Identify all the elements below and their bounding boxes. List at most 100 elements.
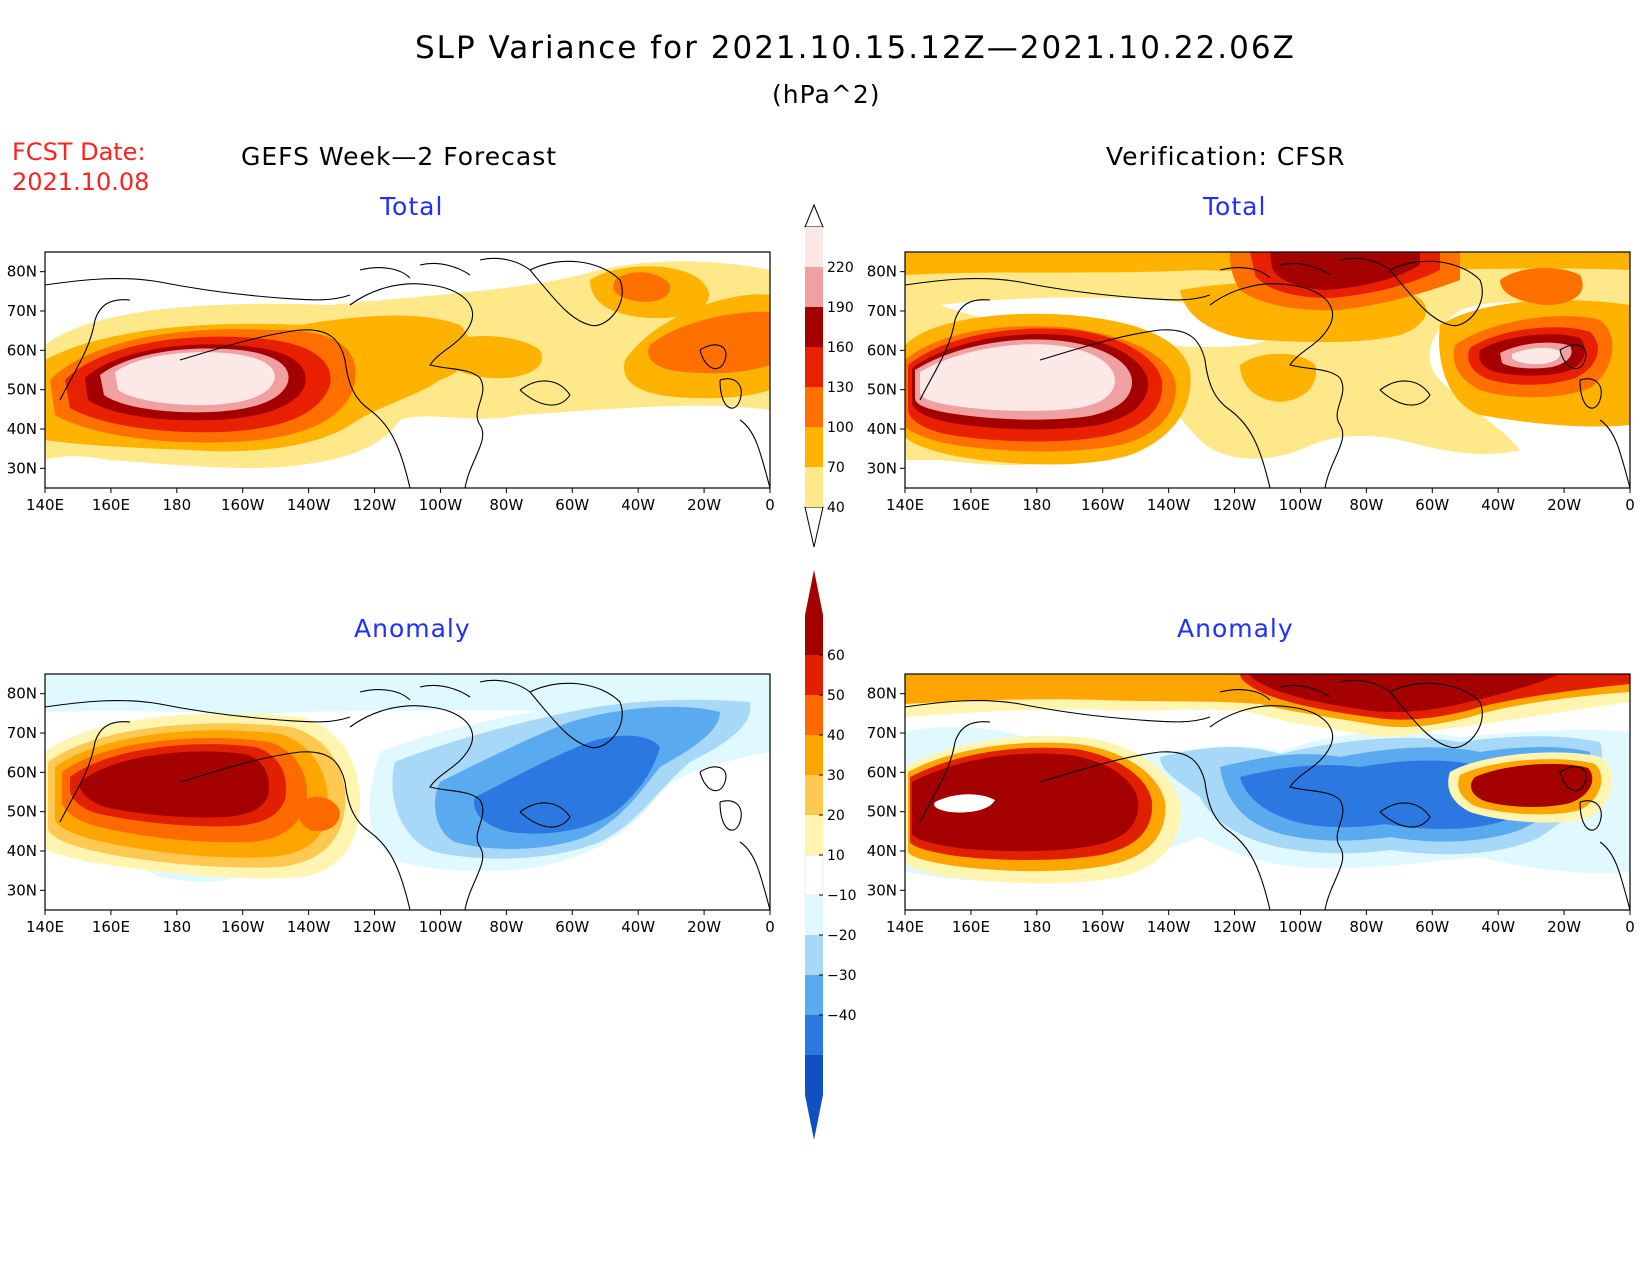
lat-tick-label: 80N [7, 263, 37, 281]
colorbar-swatch [805, 427, 823, 467]
page-title: SLP Variance for 2021.10.15.12Z—2021.10.… [415, 30, 1296, 66]
colorbar-bottom-tip [804, 506, 824, 548]
colorbar-level-label: −30 [827, 968, 857, 984]
lon-tick-label: 80W [1349, 918, 1383, 936]
lon-tick-label: 160E [952, 496, 990, 514]
colorbar-level-label: 220 [827, 260, 854, 276]
colorbar-level-label: 50 [827, 688, 845, 704]
lon-tick-label: 140E [26, 918, 64, 936]
lon-tick-label: 60W [1415, 918, 1449, 936]
shade-160-b [1270, 252, 1420, 290]
coastlines [45, 679, 770, 910]
longitude-labels: 140E 160E 180 160W 140W 120W 100W 80W 60W 40W 20W 0 [26, 496, 775, 514]
lon-tick-label: 60W [555, 918, 589, 936]
lon-tick-label: 40W [621, 918, 655, 936]
shade-pos60 [912, 753, 1139, 852]
lon-tick-label: 60W [1415, 496, 1449, 514]
colorbar-level-label: 160 [827, 340, 854, 356]
lat-tick-label: 50N [7, 381, 37, 399]
lat-tick-label: 50N [7, 803, 37, 821]
lat-tick-label: 70N [7, 302, 37, 320]
lon-tick-label: 120W [1213, 918, 1257, 936]
colorbar-level-label: 30 [827, 768, 845, 784]
lat-tick-label: 40N [7, 842, 37, 860]
lon-tick-label: 40W [621, 496, 655, 514]
lon-tick-label: 140W [1147, 918, 1191, 936]
lon-tick-label: 20W [1547, 918, 1581, 936]
lon-tick-label: 0 [1625, 918, 1635, 936]
colorbar-level-label: −40 [827, 1008, 857, 1024]
shade-pos60 [80, 751, 270, 818]
shade-pos-spot [297, 796, 340, 832]
colorbar-swatch [805, 467, 823, 507]
colorbar-swatch [805, 735, 823, 775]
map-frame [904, 251, 1631, 489]
colorbar-swatch [805, 227, 823, 267]
shade-pos60-c [1470, 763, 1593, 807]
colorbar-swatch [805, 895, 823, 935]
lat-tick-label: 70N [867, 302, 897, 320]
lon-tick-label: 180 [1022, 918, 1051, 936]
lat-tick-label: 70N [7, 724, 37, 742]
shade-100-d [1500, 268, 1583, 305]
lat-tick-label: 70N [867, 724, 897, 742]
lat-tick-label: 50N [867, 381, 897, 399]
lon-tick-label: 0 [765, 496, 775, 514]
map-panel-verification-anomaly: 80N 70N 60N 50N 40N 30N 140E 160E 180 160W 140W 12… [867, 673, 1635, 936]
lat-tick-label: 60N [867, 341, 897, 359]
map-panel-verification-total: 80N 70N 60N 50N 40N 30N 140E 160E 180 160W 140W 12… [867, 251, 1635, 514]
shade-220-b [1512, 347, 1561, 365]
lat-tick-label: 80N [867, 685, 897, 703]
lat-tick-label: 30N [867, 459, 897, 477]
coastlines [45, 257, 770, 488]
colorbar-level-label: 40 [827, 728, 845, 744]
lon-tick-label: 140E [886, 918, 924, 936]
colorbar-swatch [805, 935, 823, 975]
lon-tick-label: 160E [92, 918, 130, 936]
lat-tick-label: 60N [7, 763, 37, 781]
lon-tick-label: 20W [1547, 496, 1581, 514]
colorbar-swatch [805, 307, 823, 347]
lon-tick-label: 80W [489, 496, 523, 514]
lon-tick-label: 180 [1022, 496, 1051, 514]
lon-tick-label: 140E [886, 496, 924, 514]
lon-tick-label: 80W [1349, 496, 1383, 514]
colorbar-swatch [805, 695, 823, 735]
axes-ticks [40, 271, 771, 493]
colorbar-swatch [805, 267, 823, 307]
shade-220 [115, 352, 275, 406]
shade-220 [920, 344, 1115, 411]
left-column-title: GEFS Week—2 Forecast [241, 142, 558, 171]
lat-tick-label: 60N [867, 763, 897, 781]
colorbar-level-label: −20 [827, 928, 857, 944]
lat-tick-label: 60N [7, 341, 37, 359]
colorbar-level-label: 130 [827, 380, 854, 396]
lon-tick-label: 180 [162, 496, 191, 514]
lon-tick-label: 140E [26, 496, 64, 514]
colorbar-anomaly: 60 50 40 30 20 10 −10 −20 −30 −40 [804, 570, 857, 1140]
coastlines [905, 679, 1630, 910]
lon-tick-label: 160E [92, 496, 130, 514]
colorbar-bottom-tip [805, 1095, 823, 1140]
colorbar-level-label: 10 [827, 848, 845, 864]
lat-tick-label: 50N [867, 803, 897, 821]
colorbar-level-label: 70 [827, 460, 845, 476]
lon-tick-label: 160W [1081, 918, 1125, 936]
forecast-date-value: 2021.10.08 [12, 168, 150, 196]
colorbar-top-tip [805, 570, 823, 615]
map-frame [44, 251, 771, 489]
colorbar-swatch [805, 975, 823, 1015]
colorbar-swatch [805, 615, 823, 655]
colorbar-level-label: 60 [827, 648, 845, 664]
axes-ticks [900, 271, 1631, 493]
colorbar-swatch [805, 775, 823, 815]
lon-tick-label: 100W [1279, 496, 1323, 514]
lon-tick-label: 160W [1081, 496, 1125, 514]
coastlines [905, 257, 1630, 488]
lon-tick-label: 40W [1481, 496, 1515, 514]
lon-tick-label: 120W [1213, 496, 1257, 514]
colorbar-swatch [805, 1055, 823, 1095]
shade-neg40 [474, 735, 660, 834]
axes-ticks [40, 693, 771, 915]
lon-tick-label: 120W [353, 918, 397, 936]
